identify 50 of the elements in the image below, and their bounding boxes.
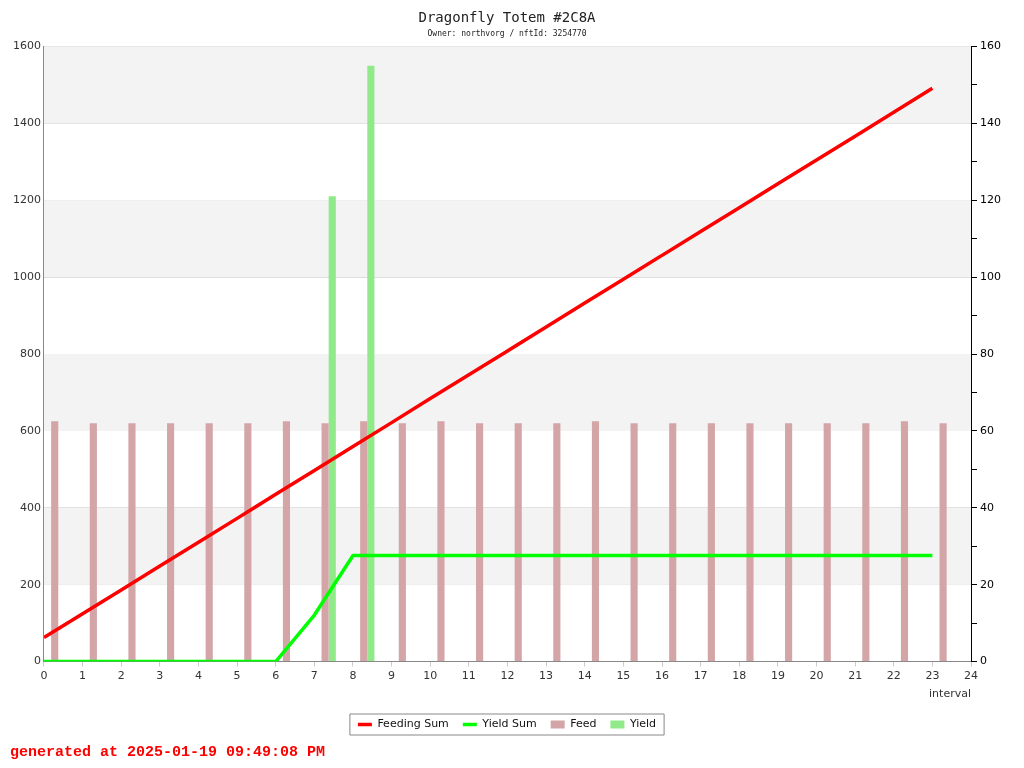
y2-tick-label: 160 — [980, 39, 1001, 53]
x-tick-label: 7 — [310, 669, 318, 683]
y-tick-label: 200 — [19, 577, 41, 591]
x-tick-label: 11 — [461, 669, 476, 683]
y2-tick-label: 120 — [980, 193, 1001, 207]
x-tick-label: 2 — [117, 669, 125, 683]
x-tick-label: 21 — [848, 669, 863, 683]
x-tick-label: 14 — [577, 669, 592, 683]
x-tick-label: 12 — [500, 669, 515, 683]
x-tick-label: 18 — [732, 669, 747, 683]
y-tick-label: 600 — [19, 423, 41, 437]
y2-tick-label: 100 — [980, 269, 1001, 283]
x-tick-label: 19 — [770, 669, 785, 683]
chart-title: Dragonfly Totem #2C8A — [418, 9, 597, 26]
x-tick-label: 20 — [809, 669, 824, 683]
x-tick-label: 15 — [616, 669, 631, 683]
x-tick-label: 13 — [539, 669, 554, 683]
x-tick-label: 6 — [272, 669, 280, 683]
y-tick-label: 400 — [19, 500, 41, 514]
legend-label: Yield — [628, 717, 657, 731]
y2-tick-label: 140 — [980, 116, 1001, 130]
y2-tick-label: 80 — [980, 346, 994, 360]
y-tick-label: 0 — [33, 654, 41, 668]
y2-tick-label: 0 — [980, 654, 987, 668]
x-tick-label: 8 — [349, 669, 357, 683]
x-tick-label: 17 — [693, 669, 708, 683]
text: generated at 2025-01-19 09:49:08 PM — [10, 744, 326, 761]
legend-label: Yield Sum — [481, 717, 537, 731]
y2-tick-label: 20 — [980, 577, 994, 591]
y-tick-label: 1600 — [12, 39, 41, 53]
x-tick-label: 9 — [388, 669, 396, 683]
x-tick-label: 10 — [423, 669, 438, 683]
y-tick-label: 1400 — [12, 116, 41, 130]
chart-subtitle: Owner: northvorg / nftId: 3254770 — [427, 28, 587, 38]
y2-tick-label: 40 — [980, 500, 994, 514]
x-tick-label: 22 — [886, 669, 901, 683]
x-tick-label: 5 — [233, 669, 241, 683]
y2-tick-label: 60 — [980, 423, 994, 437]
x-tick-label: 24 — [964, 669, 978, 683]
y-tick-label: 1000 — [12, 269, 41, 283]
x-tick-label: 16 — [655, 669, 669, 683]
legend-label: Feeding Sum — [377, 717, 449, 731]
x-tick-label: 4 — [195, 669, 202, 683]
legend-label: Feed — [570, 717, 597, 731]
x-axis-title: interval — [929, 687, 971, 701]
x-tick-label: 1 — [79, 669, 87, 683]
x-tick-label: 3 — [156, 669, 164, 683]
x-tick-label: 23 — [925, 669, 940, 683]
y-tick-label: 1200 — [12, 193, 41, 207]
y-tick-label: 800 — [19, 346, 41, 360]
